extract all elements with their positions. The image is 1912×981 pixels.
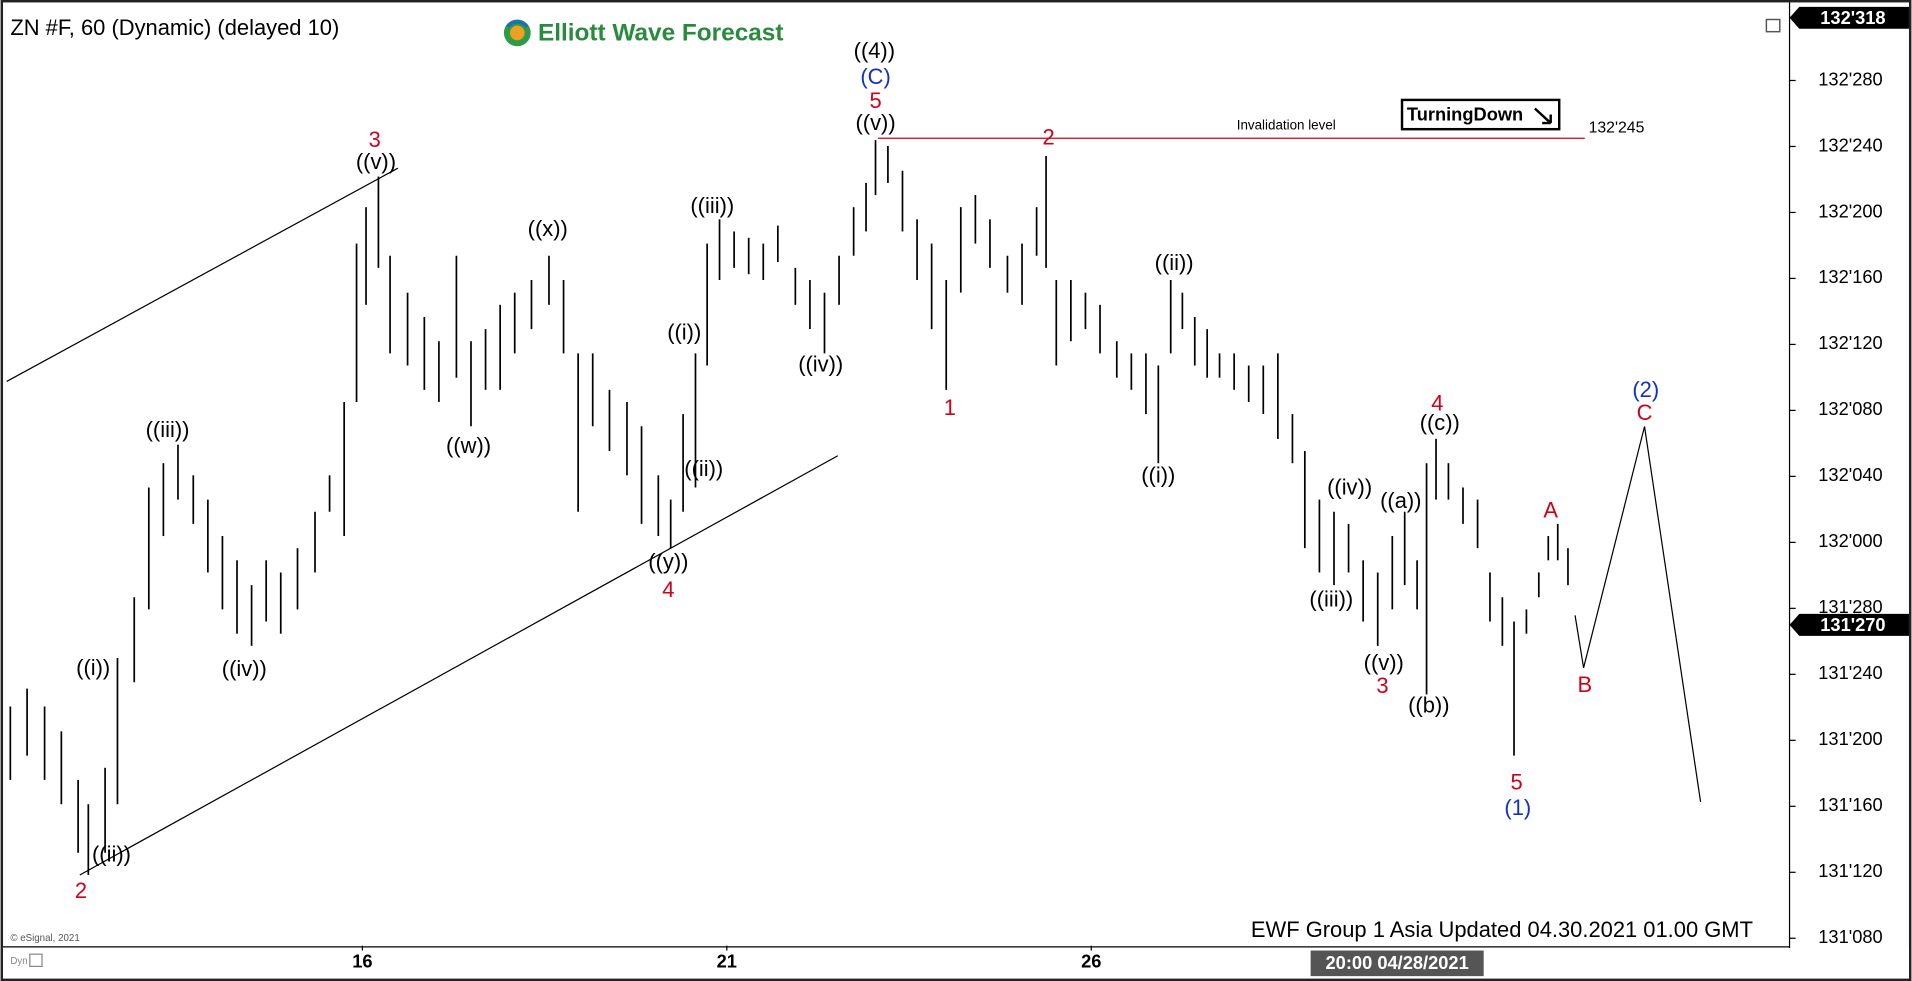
projection-path	[1574, 426, 1702, 802]
price-bars	[9, 140, 1569, 875]
crosshair-box	[1310, 950, 1484, 977]
wave-label: 4	[662, 577, 674, 602]
wave-label: B	[1578, 672, 1593, 697]
wave-label: ((v))	[855, 110, 895, 135]
last-price-label: 131'270	[1820, 614, 1885, 635]
trend-lines	[6, 167, 1702, 876]
wave-label: ((4))	[854, 38, 895, 63]
wave-label: ((ii))	[92, 841, 131, 866]
badge: TurningDown	[1400, 98, 1561, 131]
wave-label: (2)	[1632, 377, 1659, 402]
y-tick-label: 132'280	[1818, 68, 1882, 89]
wave-label: 3	[369, 127, 381, 152]
y-tick-label: 132'120	[1818, 332, 1882, 353]
y-tick-label: 132'040	[1818, 464, 1882, 485]
footer: EWF Group 1 Asia Updated 04.30.2021 01.0…	[1251, 917, 1753, 942]
y-tick-label: 131'200	[1818, 728, 1882, 749]
badge-arrow	[1534, 107, 1552, 125]
wave-label: ((w))	[446, 433, 491, 458]
wave-label: ((x))	[528, 216, 568, 241]
wave-label: (C)	[860, 64, 890, 89]
corner-label: Dyn	[10, 956, 27, 967]
y-tick-label: 131'280	[1818, 596, 1882, 617]
wave-label: ((iv))	[222, 656, 267, 681]
wave-label: ((iii))	[146, 417, 190, 442]
x-tick-label: 16	[352, 951, 372, 972]
wave-label: ((i))	[76, 655, 110, 680]
crosshair-label: 20:00 04/28/2021	[1326, 952, 1469, 973]
wave-label: ((iv))	[1327, 474, 1372, 499]
lower-channel-line	[79, 455, 839, 876]
top-price-box	[1789, 6, 1909, 29]
y-tick-label: 131'160	[1818, 794, 1882, 815]
logo-icon-inner	[509, 25, 525, 41]
wave-label: ((iii))	[690, 193, 734, 218]
y-tick-label: 131'240	[1818, 662, 1882, 683]
wave-label: 5	[869, 88, 881, 113]
badge-text: TurningDown	[1407, 104, 1523, 125]
wave-label: 3	[1376, 673, 1388, 698]
last-price-box	[1789, 613, 1909, 636]
wave-label: 5	[1510, 769, 1522, 794]
wave-label: ((i))	[1141, 462, 1175, 487]
logo: Elliott Wave Forecast	[503, 19, 783, 47]
logo-arc	[506, 20, 529, 29]
wave-label: (1)	[1504, 795, 1531, 820]
wave-label: ((y))	[648, 549, 688, 574]
wave-label: ((b))	[1408, 693, 1449, 718]
y-tick-label: 132'080	[1818, 398, 1882, 419]
wave-label: ((c))	[1420, 410, 1460, 435]
y-tick-label: 131'120	[1818, 860, 1882, 881]
wave-label: A	[1543, 498, 1558, 523]
x-tick-label: 21	[717, 951, 737, 972]
y-tick-label: 131'080	[1818, 926, 1882, 947]
wave-label: 4	[1431, 390, 1443, 415]
logo-text: Elliott Wave Forecast	[538, 20, 783, 47]
upper-channel-line	[6, 167, 399, 382]
wave-label: C	[1637, 400, 1653, 425]
chart-title: ZN #F, 60 (Dynamic) (delayed 10)	[10, 15, 339, 40]
top-price-label: 132'318	[1820, 7, 1885, 28]
wave-label: ((i))	[667, 320, 701, 345]
wave-label: ((iii))	[1309, 587, 1353, 612]
window-button[interactable]	[1765, 18, 1781, 33]
wave-label: ((v))	[356, 149, 396, 174]
invalidation-label: 132'245	[1589, 120, 1645, 137]
wave-label: 2	[75, 878, 87, 903]
x-tick-label: 26	[1081, 951, 1101, 972]
invalidation-text: Invalidation level	[1237, 118, 1336, 133]
wave-label: ((a))	[1380, 488, 1421, 513]
y-tick-label: 132'240	[1818, 134, 1882, 155]
y-tick-label: 132'160	[1818, 266, 1882, 287]
wave-label: ((ii))	[1155, 250, 1194, 275]
copyright: © eSignal, 2021	[10, 933, 79, 944]
y-tick-label: 132'000	[1818, 530, 1882, 551]
time-axis-area	[3, 948, 1909, 979]
wave-label: ((iv))	[798, 351, 843, 376]
corner-icon[interactable]	[29, 953, 43, 967]
wave-label: ((v))	[1364, 650, 1404, 675]
y-tick-label: 132'200	[1818, 200, 1882, 221]
wave-label: 2	[1043, 125, 1055, 150]
badge-box	[1400, 98, 1561, 131]
wave-label: ((ii))	[684, 456, 723, 481]
wave-label: 1	[944, 395, 956, 420]
